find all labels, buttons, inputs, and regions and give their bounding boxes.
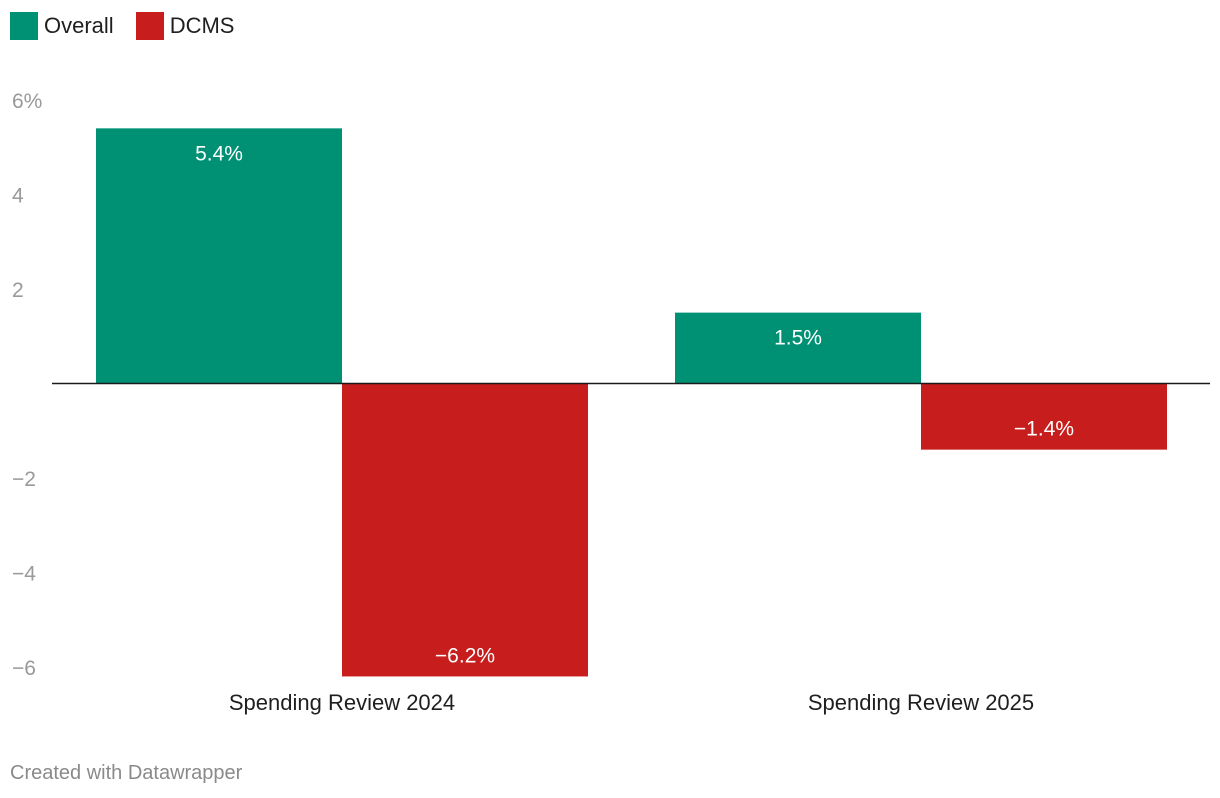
legend-swatch-overall — [10, 12, 38, 40]
bar-dcms — [342, 383, 588, 677]
y-tick-label: −2 — [12, 468, 36, 491]
x-category-label: Spending Review 2025 — [808, 690, 1034, 715]
bar-overall — [675, 312, 921, 384]
bar-value-label: −6.2% — [435, 644, 495, 667]
bar-value-label: 5.4% — [195, 142, 243, 165]
footer-credit: Created with Datawrapper — [10, 762, 243, 784]
legend-label-dcms: DCMS — [169, 13, 235, 38]
x-category-label: Spending Review 2024 — [229, 690, 455, 715]
legend-item-dcms: DCMS — [135, 12, 235, 40]
bar-overall — [96, 128, 342, 384]
y-tick-label: −6 — [12, 657, 36, 680]
legend-label-overall: Overall — [44, 13, 114, 38]
y-tick-label: 4 — [12, 185, 24, 208]
bar-value-label: 1.5% — [774, 327, 822, 350]
y-tick-label: 6% — [12, 90, 42, 113]
bar-value-label: −1.4% — [1014, 418, 1074, 441]
legend-item-overall: Overall — [10, 12, 114, 40]
chart-legend: Overall DCMS — [10, 12, 234, 40]
y-tick-label: −4 — [12, 563, 36, 586]
y-tick-label: 2 — [12, 279, 24, 302]
bar-dcms — [921, 383, 1167, 450]
legend-swatch-dcms — [135, 12, 164, 40]
